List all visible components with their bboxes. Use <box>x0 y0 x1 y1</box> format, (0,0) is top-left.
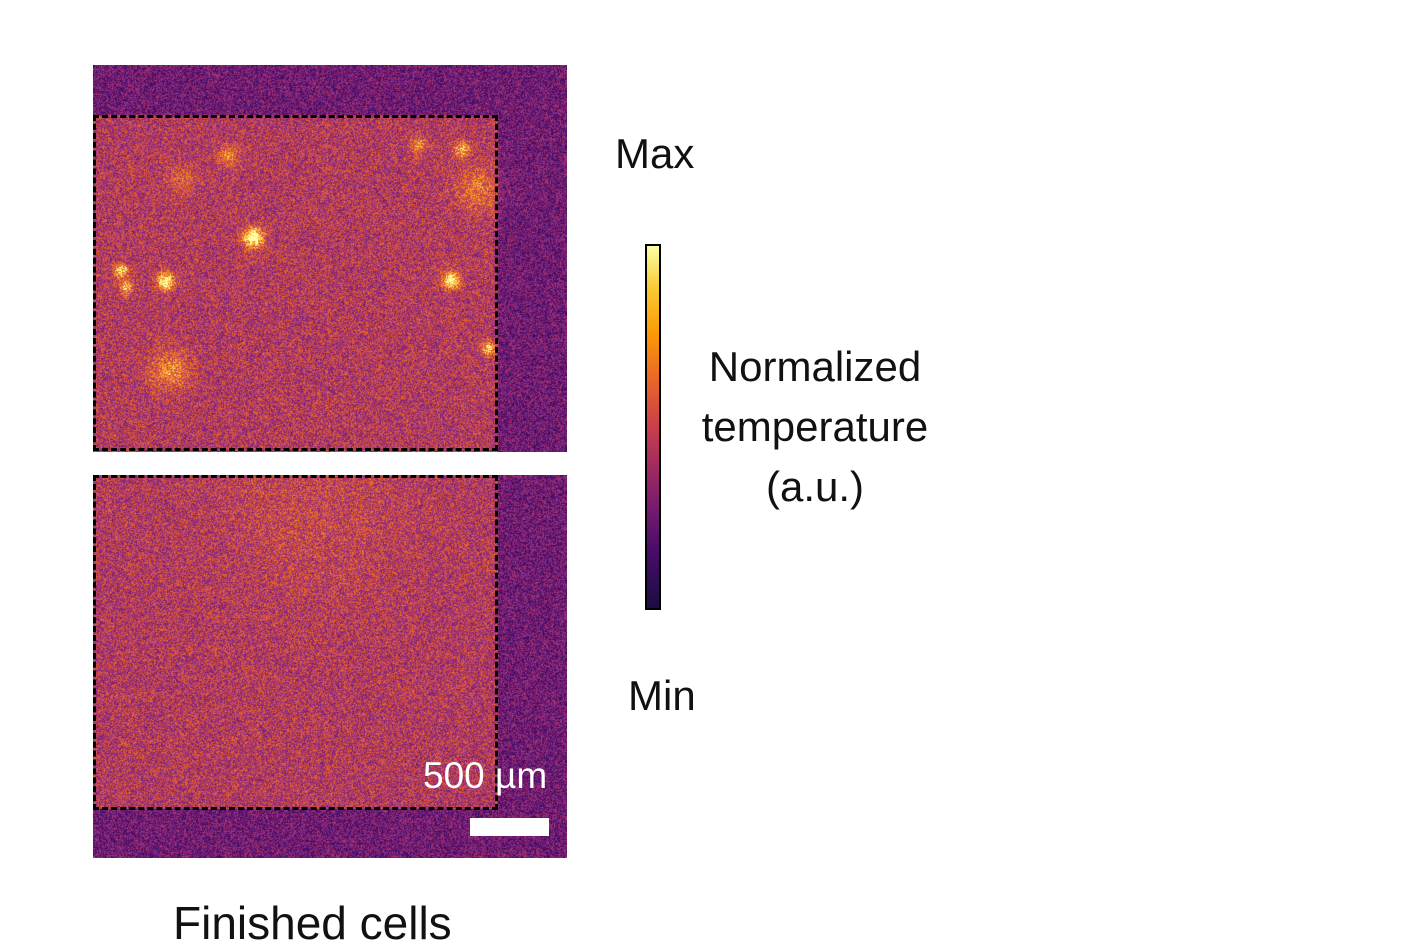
scale-bar-label: 500 µm <box>423 755 548 796</box>
thermal-image-top <box>93 65 567 452</box>
thermal-image-bottom: 500 µm <box>93 475 567 858</box>
thermal-map-canvas <box>93 475 567 858</box>
colorbar <box>645 244 661 610</box>
colorbar-title: Normalized temperature (a.u.) <box>670 337 960 517</box>
colorbar-title-line: temperature <box>701 403 929 450</box>
colorbar-title-line: Normalized <box>708 343 922 390</box>
colorbar-title-line: (a.u.) <box>765 463 865 510</box>
figure-caption: Finished cells <box>173 897 452 949</box>
colorbar-min-label: Min <box>628 672 696 719</box>
colorbar-max-label: Max <box>615 130 695 177</box>
thermal-map-canvas <box>93 65 567 452</box>
scale-bar <box>470 818 549 836</box>
